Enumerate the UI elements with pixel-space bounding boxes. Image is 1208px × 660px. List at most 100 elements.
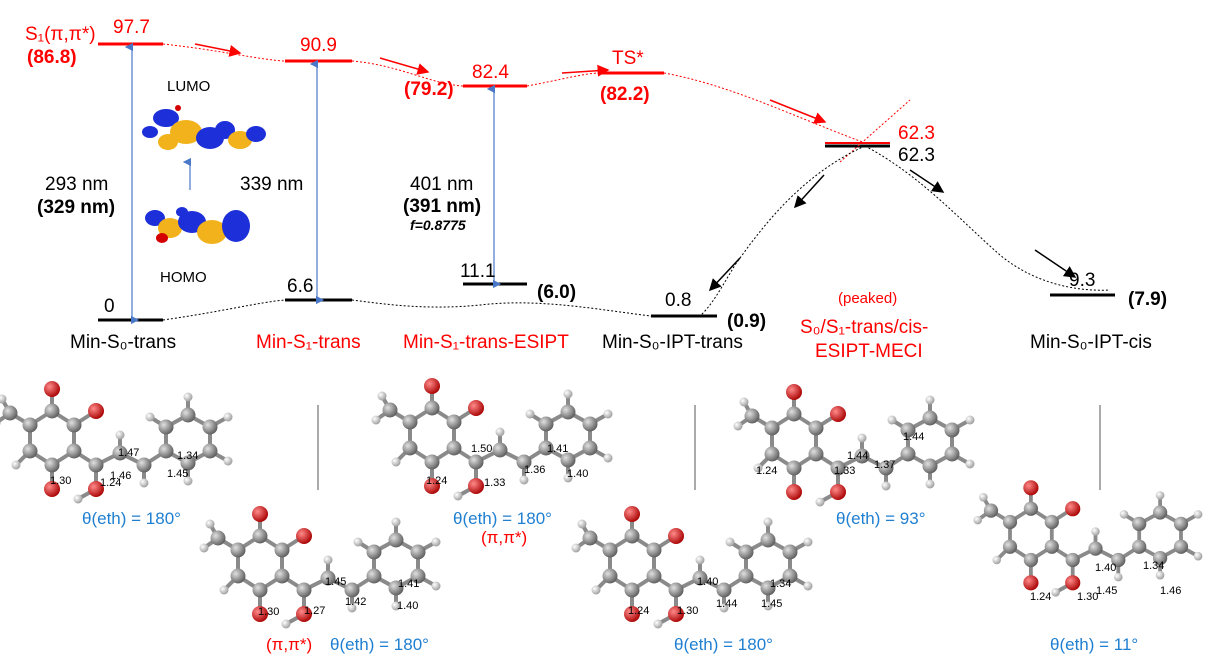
meci-to-cis-path <box>864 145 1111 291</box>
hydrogen-atom <box>563 389 573 399</box>
hydrogen-atom <box>763 601 773 611</box>
carbon-atom <box>366 544 382 560</box>
s0-energy-iptcis: 9.3 <box>1069 270 1095 291</box>
carbon-atom <box>560 452 576 468</box>
carbon-atom <box>424 400 440 416</box>
bond-label: 1.47 <box>118 447 139 459</box>
homo-label: HOMO <box>160 269 207 286</box>
s1-energy-mins0trans: 97.7 <box>113 17 150 38</box>
bond-label: 1.30 <box>1077 591 1098 603</box>
ts-energy-bold: (82.2) <box>600 84 650 105</box>
hydrogen-atom <box>965 415 975 425</box>
bond-label: 1.34 <box>770 578 791 590</box>
hydrogen-atom <box>979 493 988 502</box>
carbon-atom <box>1173 516 1189 532</box>
hydrogen-atom <box>992 555 1001 565</box>
s1-energy-esipt: 82.4 <box>472 62 509 83</box>
oxygen-atom <box>468 400 484 416</box>
oxygen-atom <box>44 481 60 497</box>
carbon-atom <box>582 440 598 456</box>
red-arrow-2 <box>379 57 430 75</box>
oxygen-atom <box>424 478 440 494</box>
carbon-atom <box>492 442 508 458</box>
carbon-atom <box>854 448 870 464</box>
hydrogen-atom <box>139 478 149 488</box>
hydrogen-atom <box>881 481 891 491</box>
state-label-mins1trans: Min-S₁-trans <box>256 332 361 353</box>
carbon-atom <box>1152 550 1168 566</box>
hydrogen-atom <box>1155 491 1165 500</box>
oxygen-atom <box>830 406 846 422</box>
bond-label: 1.45 <box>761 598 782 610</box>
bond-label: 1.45 <box>1096 585 1117 597</box>
bond-label: 1.50 <box>471 443 492 455</box>
hydrogen-atom <box>431 537 441 547</box>
carbon-atom <box>366 568 382 584</box>
bond-label: 1.33 <box>484 477 505 489</box>
hydrogen-atom <box>353 537 363 547</box>
carbon-atom <box>944 422 960 438</box>
s0-energy-iptrans: 0.8 <box>665 290 691 311</box>
carbon-atom <box>538 440 554 456</box>
molecule-structures <box>0 378 1203 629</box>
bond-label: 1.44 <box>903 431 924 443</box>
oxygen-atom <box>786 484 802 500</box>
structure-1-angle: θ(eth) = 180° <box>82 509 181 528</box>
oxygen-atom <box>1065 575 1081 591</box>
oxygen-atom <box>1023 575 1039 591</box>
hydrogen-atom <box>453 491 463 501</box>
ground-state-path <box>162 299 652 321</box>
oxygen-atom <box>786 384 802 400</box>
carbon-atom <box>44 403 60 419</box>
state-label-iptcis: Min-S₀-IPT-cis <box>1030 332 1152 353</box>
oxygen-atom <box>296 528 312 544</box>
bond-label: 1.30 <box>258 606 279 618</box>
hydrogen-atom <box>1119 510 1129 519</box>
hydrogen-atom <box>815 497 825 507</box>
s0-energy-mins1trans: 6.6 <box>287 276 313 297</box>
excitation-mins0trans-bold: (329 nm) <box>37 197 115 218</box>
carbon-atom <box>1173 539 1189 554</box>
hydrogen-atom <box>377 391 387 401</box>
carbon-atom <box>764 446 780 462</box>
carbon-atom <box>744 408 760 424</box>
excited-state-path <box>162 43 866 144</box>
oxygen-atom <box>1065 501 1081 517</box>
carbon-atom <box>274 568 290 584</box>
hydrogen-atom <box>887 415 897 425</box>
carbon-atom <box>538 416 554 432</box>
oxygen-atom <box>424 378 440 394</box>
meci-energy-s1: 62.3 <box>898 123 935 144</box>
hydrogen-atom <box>803 537 813 547</box>
carbon-atom <box>388 532 404 548</box>
hydrogen-atom <box>223 412 233 422</box>
oxygen-atom <box>468 478 484 494</box>
carbon-atom <box>158 443 174 459</box>
hydrogen-atom <box>763 517 773 527</box>
oxygen-atom <box>624 606 640 622</box>
carbon-atom <box>760 580 776 596</box>
carbon-atom <box>764 420 780 436</box>
hydrogen-atom <box>219 585 229 595</box>
structure-3-pipi: (π,π*) <box>481 528 527 547</box>
oxygen-atom <box>252 506 268 522</box>
oxygen-atom <box>296 606 312 622</box>
structure-1-bond-labels: 1.47 1.46 1.34 1.45 1.30 1.24 <box>50 447 198 489</box>
structure-2-angle: θ(eth) = 180° <box>330 635 429 654</box>
hydrogen-atom <box>371 415 381 425</box>
hydrogen-atom <box>223 456 233 466</box>
structure-3-angle: θ(eth) = 180° <box>453 509 552 528</box>
bond-label: 1.41 <box>398 578 419 590</box>
meci-to-trans-path <box>699 145 866 317</box>
hydrogen-atom <box>183 392 193 402</box>
excitation-mins1trans: 339 nm <box>240 174 303 195</box>
hydrogen-atom <box>0 394 7 404</box>
bond-label: 1.45 <box>325 576 346 588</box>
hydrogen-atom <box>803 581 813 591</box>
structure-6-bond-labels: 1.34 1.40 1.45 1.46 1.24 1.30 <box>1030 560 1181 603</box>
hydrogen-atom <box>495 427 505 437</box>
hydrogen-atom <box>973 515 982 525</box>
hydrogen-atom <box>73 494 83 504</box>
structure-6-angle: θ(eth) = 11° <box>1050 635 1138 654</box>
